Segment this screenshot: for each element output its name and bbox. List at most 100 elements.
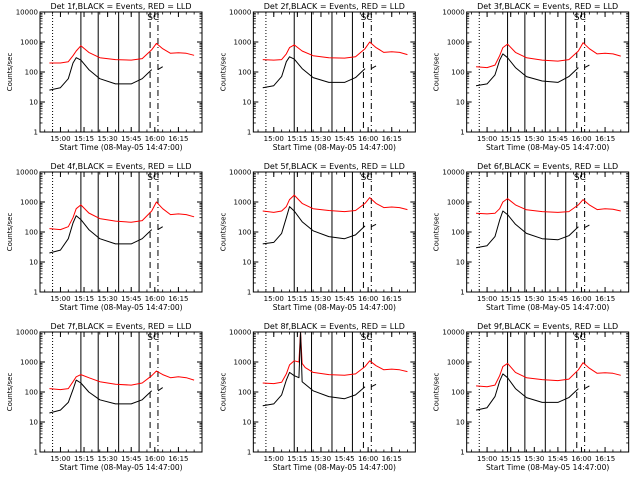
chart-title: Det 7f,BLACK = Events, RED = LLD <box>50 322 191 331</box>
x-tick-label: 15:30 <box>311 455 331 463</box>
x-tick-label: 15:15 <box>501 295 521 303</box>
series-line-3 <box>371 65 377 70</box>
x-axis-label: Start Time (08-May-05 14:47:00) <box>273 303 396 312</box>
x-tick-label: 15:00 <box>50 295 70 303</box>
x-tick-label: 15:45 <box>121 295 141 303</box>
y-tick-label: 10000 <box>229 9 251 17</box>
y-tick-label: 10000 <box>442 329 464 337</box>
series-line-3 <box>371 383 377 388</box>
x-tick-label: 15:45 <box>548 295 568 303</box>
y-tick-label: 1 <box>247 289 251 297</box>
x-axis-label: Start Time (08-May-05 14:47:00) <box>59 303 182 312</box>
series-line-2 <box>262 331 366 407</box>
x-tick-label: 15:30 <box>524 295 544 303</box>
x-tick-label: 16:15 <box>595 295 615 303</box>
x-tick-label: 15:45 <box>548 135 568 143</box>
y-tick-label: 10000 <box>442 9 464 17</box>
y-tick-label: 1000 <box>20 199 38 207</box>
series-line-1 <box>49 201 195 231</box>
x-tick-label: 15:30 <box>98 135 118 143</box>
x-tick-label: 15:00 <box>477 135 497 143</box>
x-tick-label: 16:15 <box>168 455 188 463</box>
series-line-1 <box>262 41 408 61</box>
chart-title: Det 8f,BLACK = Events, RED = LLD <box>264 322 405 331</box>
y-tick-label: 1000 <box>447 39 465 47</box>
y-axis-label: Counts/sec <box>6 373 14 412</box>
x-tick-label: 15:45 <box>334 295 354 303</box>
y-tick-label: 10 <box>456 99 465 107</box>
series-line-1 <box>476 42 621 69</box>
x-tick-label: 15:45 <box>121 455 141 463</box>
x-tick-label: 15:00 <box>50 135 70 143</box>
y-tick-label: 1000 <box>234 359 252 367</box>
x-tick-label: 16:15 <box>382 455 402 463</box>
series-line-2 <box>475 210 579 249</box>
x-tick-label: 15:30 <box>98 295 118 303</box>
series-line-1 <box>49 370 195 391</box>
annotation-label: SC <box>361 173 373 183</box>
plot-frame <box>466 331 630 453</box>
x-tick-label: 16:00 <box>571 135 591 143</box>
y-tick-label: 1 <box>34 449 38 457</box>
series-line-3 <box>157 226 163 231</box>
series-line-3 <box>371 223 377 228</box>
series-line-2 <box>262 56 366 89</box>
series-line-1 <box>262 194 408 213</box>
y-tick-label: 1 <box>460 449 464 457</box>
y-tick-label: 10 <box>456 419 465 427</box>
chart-panel-6: Det 6f,BLACK = Events, RED = LLD SC 1 10 100… <box>433 162 630 312</box>
annotation-label: SC <box>147 333 159 343</box>
x-axis-label: Start Time (08-May-05 14:47:00) <box>273 463 396 472</box>
y-tick-label: 10000 <box>229 169 251 177</box>
x-tick-label: 16:15 <box>168 135 188 143</box>
y-axis-label: Counts/sec <box>433 213 441 252</box>
x-tick-label: 15:00 <box>50 455 70 463</box>
y-tick-label: 1000 <box>20 359 38 367</box>
y-tick-label: 10 <box>456 259 465 267</box>
x-tick-label: 16:15 <box>595 135 615 143</box>
x-tick-label: 15:30 <box>524 455 544 463</box>
y-axis-label: Counts/sec <box>433 53 441 92</box>
x-tick-label: 16:00 <box>358 455 378 463</box>
y-tick-label: 10000 <box>442 169 464 177</box>
chart-panel-9: Det 9f,BLACK = Events, RED = LLD SC 1 10 100… <box>433 322 630 472</box>
annotation-label: SC <box>574 13 586 23</box>
chart-title: Det 5f,BLACK = Events, RED = LLD <box>264 162 405 171</box>
plot-frame <box>39 171 203 293</box>
x-tick-label: 15:00 <box>264 135 284 143</box>
x-tick-label: 15:00 <box>264 455 284 463</box>
x-tick-label: 15:30 <box>98 455 118 463</box>
x-tick-label: 16:00 <box>571 295 591 303</box>
x-axis-label: Start Time (08-May-05 14:47:00) <box>59 463 182 472</box>
y-tick-label: 10 <box>242 259 251 267</box>
y-tick-label: 100 <box>238 389 251 397</box>
y-tick-label: 100 <box>451 229 464 237</box>
y-tick-label: 1000 <box>447 199 465 207</box>
y-tick-label: 1000 <box>234 199 252 207</box>
series-line-3 <box>157 66 163 71</box>
series-line-1 <box>476 362 621 388</box>
chart-title: Det 2f,BLACK = Events, RED = LLD <box>264 2 405 11</box>
x-tick-label: 16:00 <box>145 135 165 143</box>
x-tick-label: 15:30 <box>311 135 331 143</box>
annotation-label: SC <box>361 333 373 343</box>
series-line-3 <box>584 385 590 390</box>
y-axis-label: Counts/sec <box>6 53 14 92</box>
series-line-3 <box>157 387 163 392</box>
x-tick-label: 15:45 <box>121 135 141 143</box>
x-tick-label: 15:00 <box>477 295 497 303</box>
series-line-2 <box>475 53 579 87</box>
x-tick-label: 15:15 <box>74 455 94 463</box>
x-tick-label: 15:00 <box>264 295 284 303</box>
x-tick-label: 16:15 <box>382 135 402 143</box>
y-tick-label: 1 <box>247 449 251 457</box>
plot-frame <box>39 11 203 133</box>
x-tick-label: 15:00 <box>477 455 497 463</box>
y-axis-label: Counts/sec <box>219 213 227 252</box>
chart-panel-3: Det 3f,BLACK = Events, RED = LLD SC 1 10 100… <box>433 2 630 152</box>
annotation-label: SC <box>574 333 586 343</box>
y-tick-label: 1 <box>460 129 464 137</box>
plot-frame <box>466 11 630 133</box>
x-tick-label: 16:00 <box>571 455 591 463</box>
x-tick-label: 15:30 <box>524 135 544 143</box>
